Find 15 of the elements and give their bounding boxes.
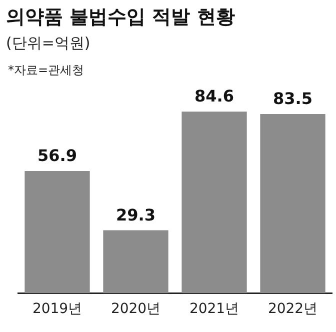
- data-label: 56.9: [38, 146, 77, 166]
- bar: [182, 112, 247, 294]
- x-tick-label: 2021년: [189, 301, 240, 318]
- data-label: 84.6: [194, 86, 234, 106]
- x-tick-label: 2019년: [32, 301, 82, 318]
- x-tick-label: 2020년: [110, 301, 161, 318]
- data-label: 29.3: [116, 205, 156, 224]
- chart-title: 의약품 불법수입 적발 현황: [6, 5, 235, 30]
- bar: [260, 114, 326, 294]
- bar: [103, 230, 168, 294]
- chart-subtitle: (단위=억원): [6, 34, 90, 53]
- x-tick-label: 2022년: [268, 301, 318, 318]
- bar: [24, 171, 90, 294]
- data-label: 83.5: [273, 89, 312, 108]
- text: *자료=관세청: [8, 62, 84, 79]
